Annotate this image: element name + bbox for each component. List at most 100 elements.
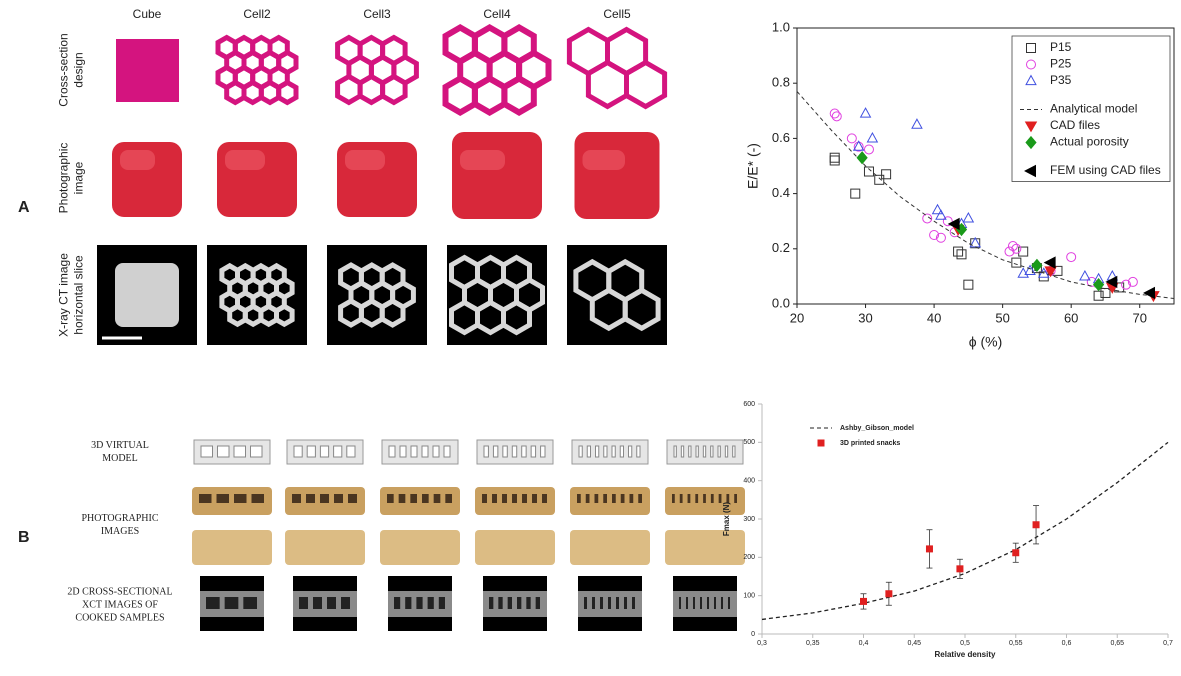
marker bbox=[963, 213, 973, 222]
snack-photo bbox=[192, 530, 272, 565]
y-tick-label: 300 bbox=[743, 516, 755, 523]
ct-solid bbox=[115, 263, 179, 327]
legend-label: Actual porosity bbox=[1050, 135, 1129, 149]
hex-cell bbox=[475, 79, 505, 113]
x-axis-label: ϕ (%) bbox=[969, 334, 1003, 350]
marker bbox=[864, 145, 873, 154]
panel-letter: B bbox=[18, 529, 30, 546]
marker bbox=[954, 247, 963, 256]
virtual-hole bbox=[522, 446, 526, 457]
snack-hole bbox=[502, 494, 507, 503]
y-axis-label: Fmax (N) bbox=[722, 502, 731, 537]
legend-label: P15 bbox=[1050, 40, 1072, 54]
y-tick-label: 0.6 bbox=[772, 130, 790, 145]
row-label: MODEL bbox=[102, 453, 138, 464]
y-tick-label: 1.0 bbox=[772, 19, 790, 34]
virtual-hole bbox=[307, 446, 315, 457]
hex-cell bbox=[588, 63, 626, 107]
x-tick-label: 0,4 bbox=[859, 640, 869, 647]
hex-cell bbox=[227, 83, 244, 103]
snack-hole bbox=[680, 494, 683, 503]
marker bbox=[861, 108, 871, 117]
marker bbox=[875, 175, 884, 184]
column-label: Cell3 bbox=[363, 7, 391, 21]
virtual-hole bbox=[320, 446, 328, 457]
virtual-hole bbox=[541, 446, 545, 457]
photo-sample bbox=[575, 132, 660, 219]
xct-hole bbox=[439, 597, 445, 609]
legend-label: 3D printed snacks bbox=[840, 440, 900, 447]
xct-hole bbox=[526, 597, 530, 609]
marker bbox=[851, 189, 860, 198]
hex-cell bbox=[279, 83, 296, 103]
snack-hole bbox=[334, 494, 343, 503]
snack-hole bbox=[252, 494, 265, 503]
virtual-hole bbox=[234, 446, 246, 457]
marker bbox=[830, 109, 839, 118]
xct-hole bbox=[327, 597, 336, 609]
snack-photo bbox=[665, 530, 745, 565]
legend-label: Ashby_Gibson_model bbox=[840, 425, 914, 432]
marker bbox=[830, 153, 839, 162]
x-tick-label: 60 bbox=[1064, 310, 1078, 325]
snack-hole bbox=[199, 494, 212, 503]
x-tick-label: 40 bbox=[927, 310, 941, 325]
xct-hole bbox=[341, 597, 350, 609]
snack-hole bbox=[586, 494, 590, 503]
snack-hole bbox=[434, 494, 441, 503]
panel-letter: A bbox=[18, 199, 30, 216]
photo-sample bbox=[452, 132, 542, 219]
xct-hole bbox=[624, 597, 627, 609]
xct-hole bbox=[498, 597, 502, 609]
xct-hole bbox=[693, 597, 695, 609]
snack-hole bbox=[621, 494, 625, 503]
virtual-hole bbox=[681, 446, 683, 457]
xct-hole bbox=[405, 597, 411, 609]
xct-hole bbox=[313, 597, 322, 609]
snack-hole bbox=[512, 494, 517, 503]
column-label: Cell5 bbox=[603, 7, 631, 21]
snack-hole bbox=[320, 494, 329, 503]
y-axis-label: E/E* (-) bbox=[745, 143, 761, 189]
virtual-hole bbox=[218, 446, 230, 457]
plot-frame bbox=[762, 404, 1168, 634]
row-label: 3D VIRTUAL bbox=[91, 440, 149, 451]
virtual-hole bbox=[718, 446, 720, 457]
model-line bbox=[762, 442, 1168, 619]
figure: A B CubeCell2Cell3Cell4Cell5Cross-sectio… bbox=[0, 0, 1181, 671]
y-tick-label: 500 bbox=[743, 439, 755, 446]
photo-highlight bbox=[345, 150, 385, 170]
xct-hole bbox=[700, 597, 702, 609]
virtual-hole bbox=[347, 446, 355, 457]
hex-cell bbox=[244, 83, 261, 103]
snack-hole bbox=[387, 494, 394, 503]
y-tick-label: 0.4 bbox=[772, 185, 790, 200]
column-label: Cell2 bbox=[243, 7, 271, 21]
xct-hole bbox=[243, 597, 257, 609]
snack-hole bbox=[577, 494, 581, 503]
xct-hole bbox=[584, 597, 587, 609]
marker bbox=[886, 591, 892, 597]
virtual-hole bbox=[674, 446, 676, 457]
y-tick-label: 0.0 bbox=[772, 295, 790, 310]
snack-photo bbox=[380, 530, 460, 565]
legend-label: CAD files bbox=[1050, 118, 1100, 132]
photo-highlight bbox=[225, 150, 265, 170]
x-tick-label: 0,35 bbox=[806, 640, 820, 647]
snack-hole bbox=[348, 494, 357, 503]
photo-highlight bbox=[583, 150, 626, 170]
virtual-hole bbox=[251, 446, 263, 457]
virtual-hole bbox=[503, 446, 507, 457]
snack-photo bbox=[570, 487, 650, 515]
snack-photo bbox=[285, 530, 365, 565]
cube-design bbox=[116, 39, 179, 102]
virtual-hole bbox=[689, 446, 691, 457]
virtual-hole bbox=[334, 446, 342, 457]
legend-label: P25 bbox=[1050, 57, 1072, 71]
x-tick-label: 70 bbox=[1132, 310, 1146, 325]
virtual-hole bbox=[531, 446, 535, 457]
legend-label: FEM using CAD files bbox=[1050, 163, 1161, 177]
xct-hole bbox=[721, 597, 723, 609]
marker bbox=[818, 440, 824, 446]
y-tick-label: 600 bbox=[743, 401, 755, 408]
